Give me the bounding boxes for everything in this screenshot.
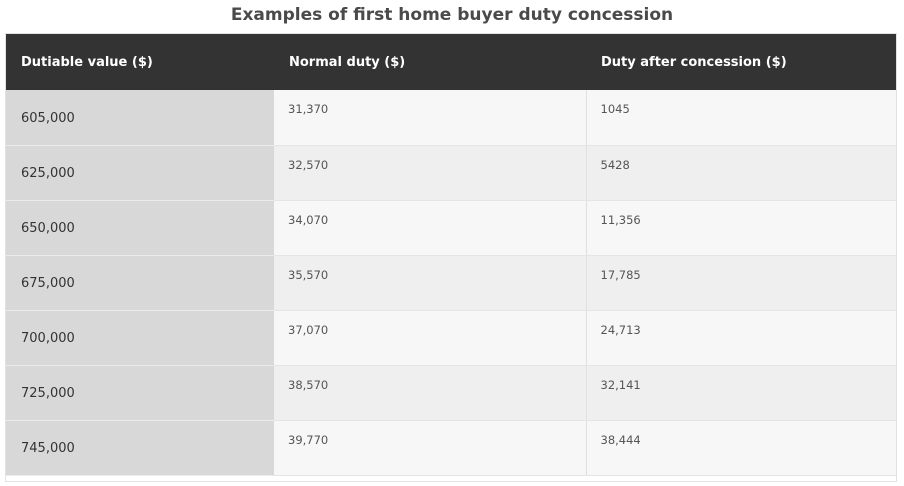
duty-concession-table-container: Dutiable value ($) Normal duty ($) Duty …	[5, 33, 897, 482]
normal-duty-cell: 34,070	[274, 200, 587, 256]
normal-duty-cell: 31,370	[274, 90, 587, 146]
table-row: 675,000 35,570 17,785	[6, 255, 896, 311]
table-row: 700,000 37,070 24,713	[6, 310, 896, 366]
duty-after-concession-cell: 38,444	[586, 420, 896, 476]
duty-after-concession-cell: 5428	[586, 145, 896, 201]
table-row: 650,000 34,070 11,356	[6, 200, 896, 256]
duty-after-concession-cell: 24,713	[586, 310, 896, 366]
table-row: 725,000 38,570 32,141	[6, 365, 896, 421]
table-row: 605,000 31,370 1045	[6, 90, 896, 146]
table-row: 745,000 39,770 38,444	[6, 420, 896, 476]
dutiable-value-cell: 605,000	[6, 90, 274, 146]
table-row: 625,000 32,570 5428	[6, 145, 896, 201]
duty-after-concession-cell: 1045	[586, 90, 896, 146]
normal-duty-cell: 37,070	[274, 310, 587, 366]
dutiable-value-cell: 675,000	[6, 255, 274, 311]
dutiable-value-cell: 625,000	[6, 145, 274, 201]
normal-duty-cell: 38,570	[274, 365, 587, 421]
dutiable-value-cell: 725,000	[6, 365, 274, 421]
table-header: Dutiable value ($) Normal duty ($) Duty …	[6, 34, 896, 90]
dutiable-value-cell: 745,000	[6, 420, 274, 476]
dutiable-value-cell: 650,000	[6, 200, 274, 256]
duty-after-concession-cell: 17,785	[586, 255, 896, 311]
header-normal-duty: Normal duty ($)	[274, 34, 586, 90]
duty-concession-table: Dutiable value ($) Normal duty ($) Duty …	[6, 34, 896, 476]
dutiable-value-cell: 700,000	[6, 310, 274, 366]
header-dutiable-value: Dutiable value ($)	[6, 34, 274, 90]
normal-duty-cell: 32,570	[274, 145, 587, 201]
duty-after-concession-cell: 32,141	[586, 365, 896, 421]
header-duty-after-concession: Duty after concession ($)	[586, 34, 896, 90]
table-title: Examples of first home buyer duty conces…	[230, 5, 674, 25]
normal-duty-cell: 35,570	[274, 255, 587, 311]
normal-duty-cell: 39,770	[274, 420, 587, 476]
duty-after-concession-cell: 11,356	[586, 200, 896, 256]
table-body: 605,000 31,370 1045 625,000 32,570 5428 …	[6, 90, 896, 476]
header-row: Dutiable value ($) Normal duty ($) Duty …	[6, 34, 896, 90]
